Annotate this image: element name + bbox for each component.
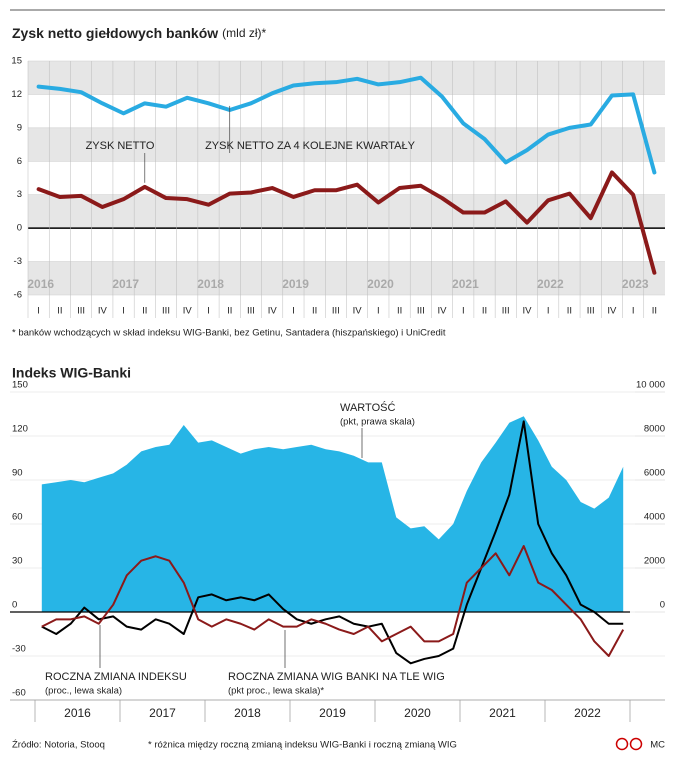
x-tick-label: II <box>142 306 147 317</box>
x-tick-label: I <box>37 306 40 317</box>
x-tick-label: IV <box>98 306 108 317</box>
x-tick-label: 2020 <box>404 706 431 720</box>
x-tick-label: II <box>567 306 572 317</box>
annotation: WARTOŚĆ <box>340 401 395 414</box>
annotation: ZYSK NETTO ZA 4 KOLEJNE KWARTAŁY <box>205 140 416 152</box>
x-tick-label: II <box>482 306 487 317</box>
x-tick-label: III <box>502 306 510 317</box>
y-tick-label: 150 <box>12 380 28 391</box>
y-tick-label: 0 <box>17 223 22 234</box>
x-tick-label: III <box>332 306 340 317</box>
chart-title: Indeks WIG-Banki <box>12 365 131 381</box>
chart-title: Zysk netto giełdowych banków (mld zł)* <box>12 25 266 41</box>
y-tick-label: 120 <box>12 424 28 435</box>
source: Źródło: Notoria, Stooq <box>12 740 105 751</box>
year-label: 2023 <box>622 277 649 291</box>
x-tick-label: III <box>587 306 595 317</box>
logo <box>615 737 643 751</box>
y-tick-label: -3 <box>14 256 22 267</box>
y-tick-label: 0 <box>12 600 17 611</box>
x-tick-label: I <box>377 306 380 317</box>
x-tick-label: III <box>77 306 85 317</box>
x-tick-label: II <box>397 306 402 317</box>
x-tick-label: 2018 <box>234 706 261 720</box>
annotation-note: (pkt, prawa skala) <box>340 417 415 428</box>
y-tick-label: 90 <box>12 468 23 479</box>
y-tick-label: 9 <box>17 122 22 133</box>
y2-tick-label: 4000 <box>644 512 665 523</box>
y-tick-label: -30 <box>12 644 26 655</box>
x-tick-label: IV <box>268 306 278 317</box>
footnote: * różnica między roczną zmianą indeksu W… <box>148 740 457 751</box>
x-tick-label: 2022 <box>574 706 601 720</box>
x-tick-label: I <box>547 306 550 317</box>
annotation-note: (proc., lewa skala) <box>45 686 122 697</box>
x-tick-label: III <box>417 306 425 317</box>
y2-tick-label: 6000 <box>644 468 665 479</box>
y-tick-label: -60 <box>12 688 26 699</box>
x-tick-label: III <box>247 306 255 317</box>
series-line <box>41 545 625 657</box>
year-label: 2022 <box>537 277 564 291</box>
y-tick-label: 6 <box>17 156 22 167</box>
x-tick-label: I <box>292 306 295 317</box>
y-tick-label: -6 <box>14 290 22 301</box>
year-label: 2016 <box>27 277 54 291</box>
x-tick-label: IV <box>438 306 448 317</box>
area <box>41 416 624 612</box>
y-tick-label: 12 <box>11 89 22 100</box>
annotation: ROCZNA ZMIANA WIG BANKI NA TLE WIG <box>228 671 445 683</box>
x-tick-label: 2019 <box>319 706 346 720</box>
x-tick-label: IV <box>353 306 363 317</box>
footnote: * banków wchodzących w skład indeksu WIG… <box>12 328 446 339</box>
year-label: 2018 <box>197 277 224 291</box>
y-tick-label: 3 <box>17 189 22 200</box>
annotation-note: (pkt proc., lewa skala)* <box>228 686 324 697</box>
x-tick-label: IV <box>522 306 532 317</box>
x-tick-label: II <box>312 306 317 317</box>
title-text: Zysk netto giełdowych banków <box>12 25 218 41</box>
series-line <box>36 75 657 175</box>
x-tick-label: IV <box>183 306 193 317</box>
x-tick-label: I <box>632 306 635 317</box>
subtitle: (mld zł)* <box>222 26 266 40</box>
series-line <box>41 420 624 665</box>
y2-tick-label: 2000 <box>644 556 665 567</box>
x-tick-label: II <box>227 306 232 317</box>
y-tick-label: 30 <box>12 556 23 567</box>
x-tick-label: II <box>57 306 62 317</box>
year-label: 2019 <box>282 277 309 291</box>
x-tick-label: III <box>162 306 170 317</box>
x-tick-label: 2016 <box>64 706 91 720</box>
x-tick-label: I <box>207 306 210 317</box>
x-tick-label: II <box>652 306 657 317</box>
y2-tick-label: 10 000 <box>636 380 665 391</box>
series-line <box>36 170 657 275</box>
x-tick-label: I <box>122 306 125 317</box>
x-tick-label: 2017 <box>149 706 176 720</box>
year-label: 2020 <box>367 277 394 291</box>
y2-tick-label: 8000 <box>644 424 665 435</box>
year-label: 2017 <box>112 277 139 291</box>
y-tick-label: 60 <box>12 512 23 523</box>
x-tick-label: IV <box>607 306 617 317</box>
annotation: ROCZNA ZMIANA INDEKSU <box>45 671 187 683</box>
credit: MC <box>650 740 665 751</box>
annotation: ZYSK NETTO <box>86 140 155 152</box>
x-tick-label: 2021 <box>489 706 516 720</box>
y-tick-label: 15 <box>11 56 22 67</box>
y2-tick-label: 0 <box>660 600 665 611</box>
x-tick-label: I <box>462 306 465 317</box>
year-label: 2021 <box>452 277 479 291</box>
